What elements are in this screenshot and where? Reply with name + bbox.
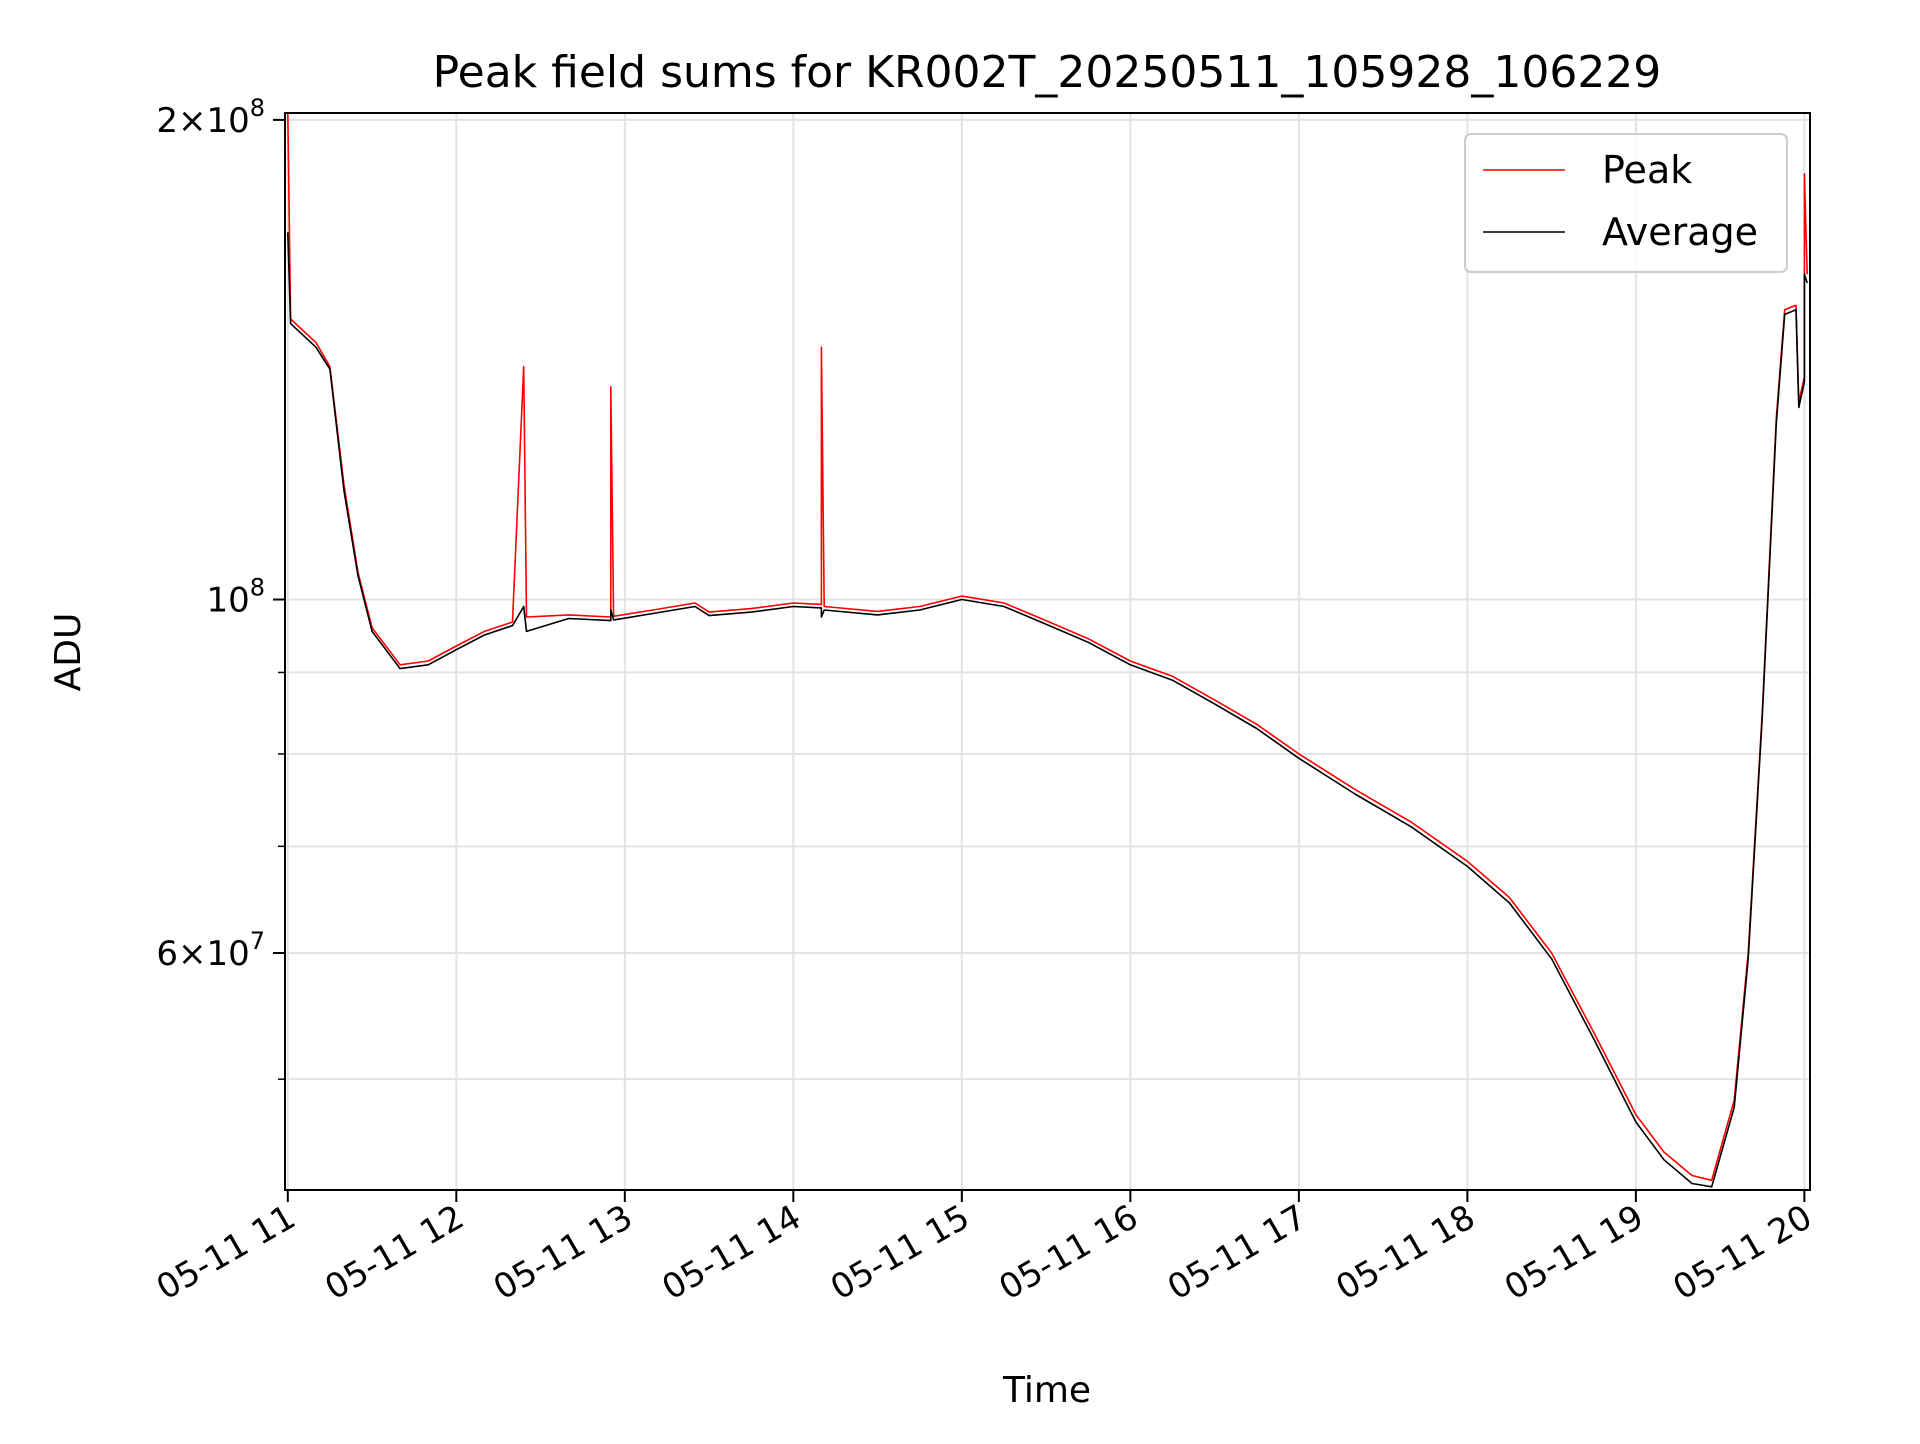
series-line-average [287,232,1808,1188]
legend-box [1464,133,1788,273]
y-tick-label: 108 [206,574,265,621]
y-axis-label: ADU [48,613,89,692]
y-tick-label: 2×108 [156,94,265,141]
x-axis-label: Time [1002,1370,1091,1411]
series-lines [287,112,1808,1188]
series-line-peak [287,112,1808,1182]
grid [285,113,1810,1190]
plot-frame [284,112,1811,1191]
legend: Peak Average [1464,133,1788,273]
y-tick-label: 6×107 [156,927,265,974]
chart-title: Peak field sums for KR002T_20250511_1059… [433,47,1662,98]
legend-label-average: Average [1602,210,1758,254]
legend-label-peak: Peak [1602,148,1692,192]
